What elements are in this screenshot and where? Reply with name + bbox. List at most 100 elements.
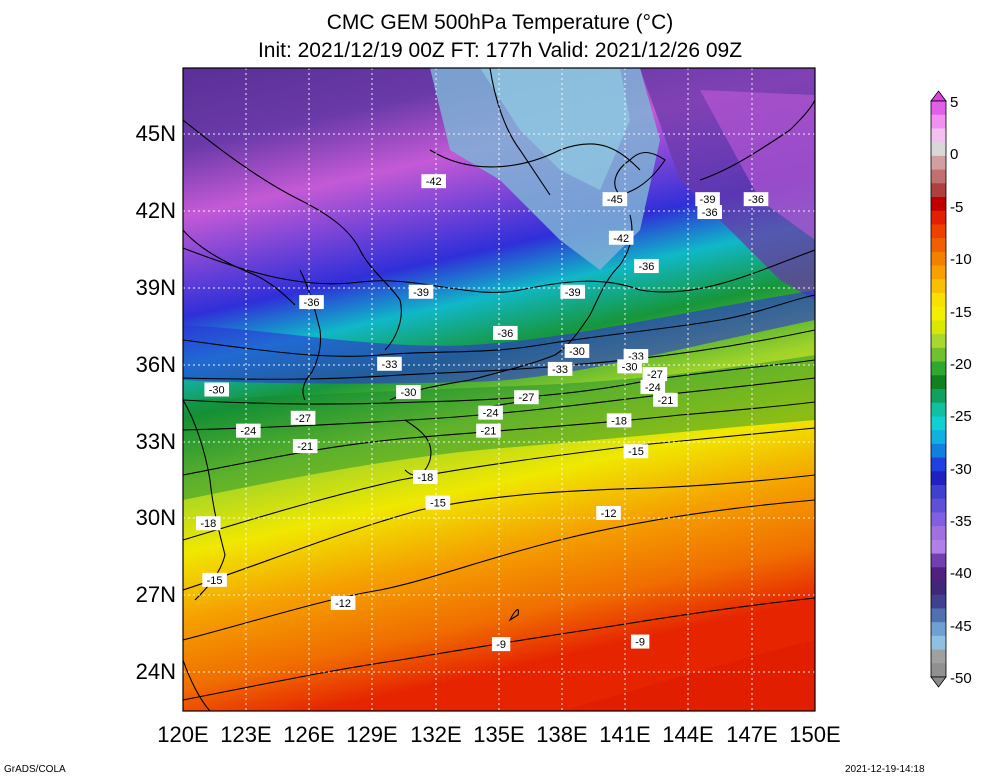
svg-text:-9: -9 — [496, 639, 506, 651]
isotherm-label: -9 — [630, 634, 650, 649]
isotherm-label: -15 — [425, 495, 451, 510]
chart-title: CMC GEM 500hPa Temperature (°C) — [326, 11, 674, 34]
footer-credit: GrADS/COLA — [4, 764, 66, 775]
svg-text:-39: -39 — [700, 194, 716, 206]
colorbar-label: -10 — [950, 251, 972, 268]
colorbar-bottom-arrow — [930, 676, 947, 688]
colorbar-swatch — [931, 320, 946, 335]
colorbar — [930, 90, 947, 688]
chart-subtitle: Init: 2021/12/19 00Z FT: 177h Valid: 202… — [257, 39, 743, 62]
svg-text:-18: -18 — [611, 415, 627, 427]
isotherm-label: -39 — [560, 284, 586, 299]
isotherm-label: -15 — [202, 572, 227, 587]
svg-text:-21: -21 — [481, 426, 497, 438]
colorbar-swatch — [931, 155, 946, 171]
svg-text:-15: -15 — [207, 575, 223, 587]
svg-text:-15: -15 — [430, 498, 446, 510]
svg-text:-30: -30 — [622, 361, 638, 373]
isotherm-label: -27 — [514, 390, 539, 405]
colorbar-swatch — [931, 622, 946, 637]
colorbar-swatch — [931, 649, 946, 664]
svg-text:-24: -24 — [483, 408, 499, 420]
colorbar-swatch — [931, 485, 946, 500]
colorbar-swatch — [931, 142, 946, 157]
lat-tick-label: 24N — [135, 659, 176, 684]
lon-tick-label: 120E — [157, 722, 209, 747]
colorbar-label: -40 — [950, 565, 972, 582]
lat-tick-label: 33N — [135, 429, 176, 454]
isotherm-label: -36 — [743, 192, 769, 207]
colorbar-swatch — [931, 101, 946, 116]
colorbar-swatch — [931, 114, 946, 129]
svg-text:-42: -42 — [613, 233, 629, 245]
svg-text:-12: -12 — [601, 508, 617, 520]
colorbar-swatch — [931, 526, 946, 541]
svg-text:-30: -30 — [400, 387, 416, 399]
svg-text:-12: -12 — [335, 598, 351, 610]
grid-lines — [183, 68, 815, 711]
lat-tick-label: 27N — [135, 582, 176, 607]
colorbar-swatch — [931, 306, 946, 321]
isotherm-label: -36 — [299, 295, 324, 310]
colorbar-swatch — [931, 375, 946, 390]
colorbar-swatch — [931, 635, 946, 651]
colorbar-swatch — [931, 539, 946, 555]
isotherm-label: -36 — [493, 325, 518, 340]
colorbar-label: -50 — [950, 670, 972, 687]
colorbar-swatch — [931, 197, 946, 212]
svg-text:-27: -27 — [295, 413, 311, 425]
isotherm-lines — [183, 143, 815, 701]
colorbar-swatch — [931, 430, 946, 445]
colorbar-swatch — [931, 512, 946, 527]
svg-text:-18: -18 — [417, 472, 433, 484]
colorbar-label: 5 — [950, 94, 959, 111]
footer-timestamp: 2021-12-19-14:18 — [845, 764, 925, 775]
lon-tick-label: 138E — [536, 722, 588, 747]
lon-tick-label: 132E — [410, 722, 462, 747]
isotherm-label: -24 — [236, 423, 261, 438]
svg-text:-36: -36 — [702, 207, 718, 219]
svg-text:-39: -39 — [565, 287, 581, 299]
svg-text:-27: -27 — [647, 369, 663, 381]
svg-text:-33: -33 — [552, 364, 568, 376]
isotherm-label: -21 — [653, 392, 678, 407]
svg-text:-21: -21 — [297, 441, 313, 453]
colorbar-swatch — [931, 553, 946, 568]
isotherm-label: -42 — [421, 174, 446, 189]
svg-text:-24: -24 — [645, 382, 661, 394]
isotherm-label: -27 — [642, 367, 668, 382]
colorbar-swatch — [931, 238, 946, 253]
colorbar-swatch — [931, 471, 946, 486]
isotherm-label: -39 — [408, 284, 434, 299]
colorbar-swatch — [931, 210, 946, 225]
lat-tick-label: 39N — [135, 275, 176, 300]
colorbar-swatch — [931, 416, 946, 431]
isotherm-label: -18 — [606, 413, 632, 428]
colorbar-swatch — [931, 567, 946, 582]
svg-text:-30: -30 — [569, 346, 585, 358]
colorbar-label: -20 — [950, 356, 972, 373]
colorbar-swatch — [931, 594, 946, 609]
isotherm-label: -9 — [491, 637, 511, 652]
colorbar-swatch — [931, 347, 946, 363]
lon-tick-label: 126E — [283, 722, 335, 747]
colorbar-label: -30 — [950, 461, 972, 478]
colorbar-swatch — [931, 608, 946, 623]
colorbar-label: -15 — [950, 304, 972, 321]
svg-text:-36: -36 — [748, 194, 764, 206]
isotherm-label: -33 — [547, 361, 573, 376]
colorbar-swatch — [931, 293, 946, 308]
colorbar-swatch — [931, 334, 946, 349]
svg-text:-15: -15 — [628, 446, 644, 458]
lon-tick-label: 150E — [789, 722, 841, 747]
isotherm-label: -30 — [204, 382, 230, 397]
isotherm-label: -36 — [697, 205, 722, 220]
isotherm-label: -21 — [476, 423, 501, 438]
colorbar-swatch — [931, 581, 946, 596]
svg-text:-30: -30 — [209, 385, 225, 397]
isotherm-label: -15 — [623, 444, 649, 459]
isotherm-label: -18 — [412, 469, 438, 484]
lon-tick-label: 144E — [662, 722, 714, 747]
isotherm-label: -12 — [596, 505, 621, 520]
